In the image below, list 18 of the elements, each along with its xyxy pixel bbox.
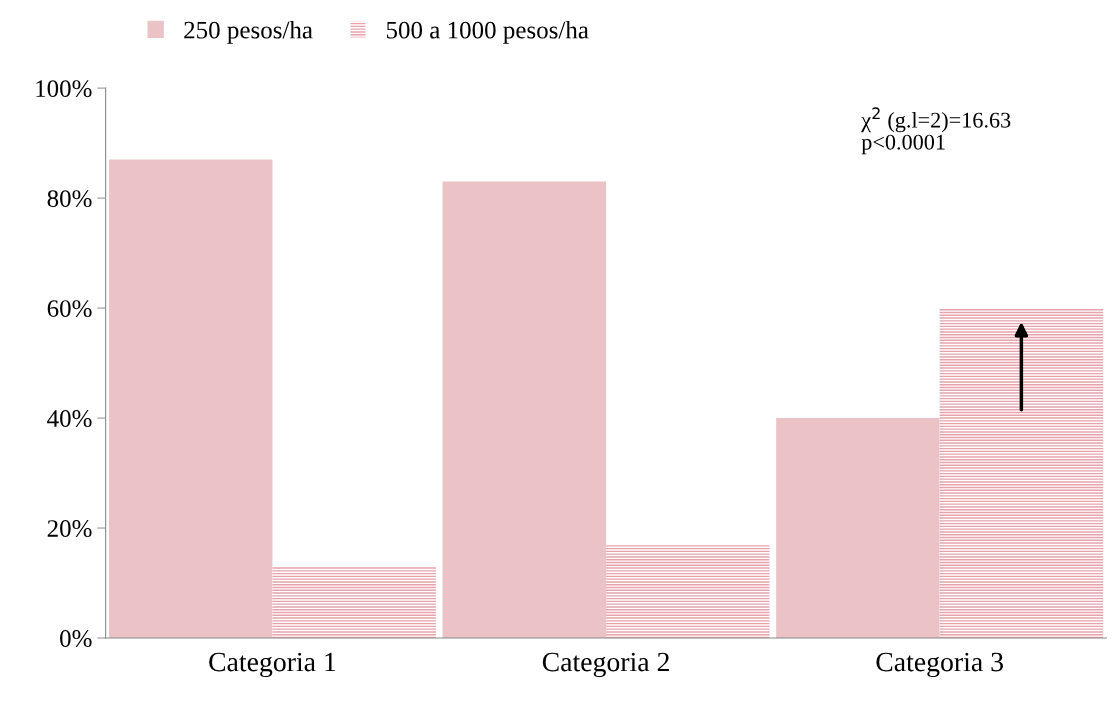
y-tick-label: 100% [36, 80, 92, 98]
x-tick-label: Categoria 3 [876, 652, 1003, 678]
y-tick-label: 40% [47, 410, 92, 428]
x-tick-label: Categoria 1 [209, 652, 336, 678]
x-tick-label: Categoria 2 [542, 652, 669, 678]
bar [939, 308, 1104, 639]
legend-label: 250 pesos/ha [184, 20, 313, 44]
annotation: χ$^{2}$ (g.l=2)=16.63 p<0.0001 [861, 107, 1011, 155]
bar [776, 418, 940, 639]
legend-label: 500 a 1000 pesos/ha [386, 20, 589, 44]
bar [442, 181, 607, 639]
bar [108, 159, 273, 639]
bar [606, 544, 770, 639]
bar [272, 566, 436, 639]
y-tick-label: 20% [47, 520, 92, 538]
y-tick-label: 60% [47, 300, 92, 318]
y-tick-label: 0% [60, 630, 92, 648]
y-tick-label: 80% [47, 190, 92, 208]
